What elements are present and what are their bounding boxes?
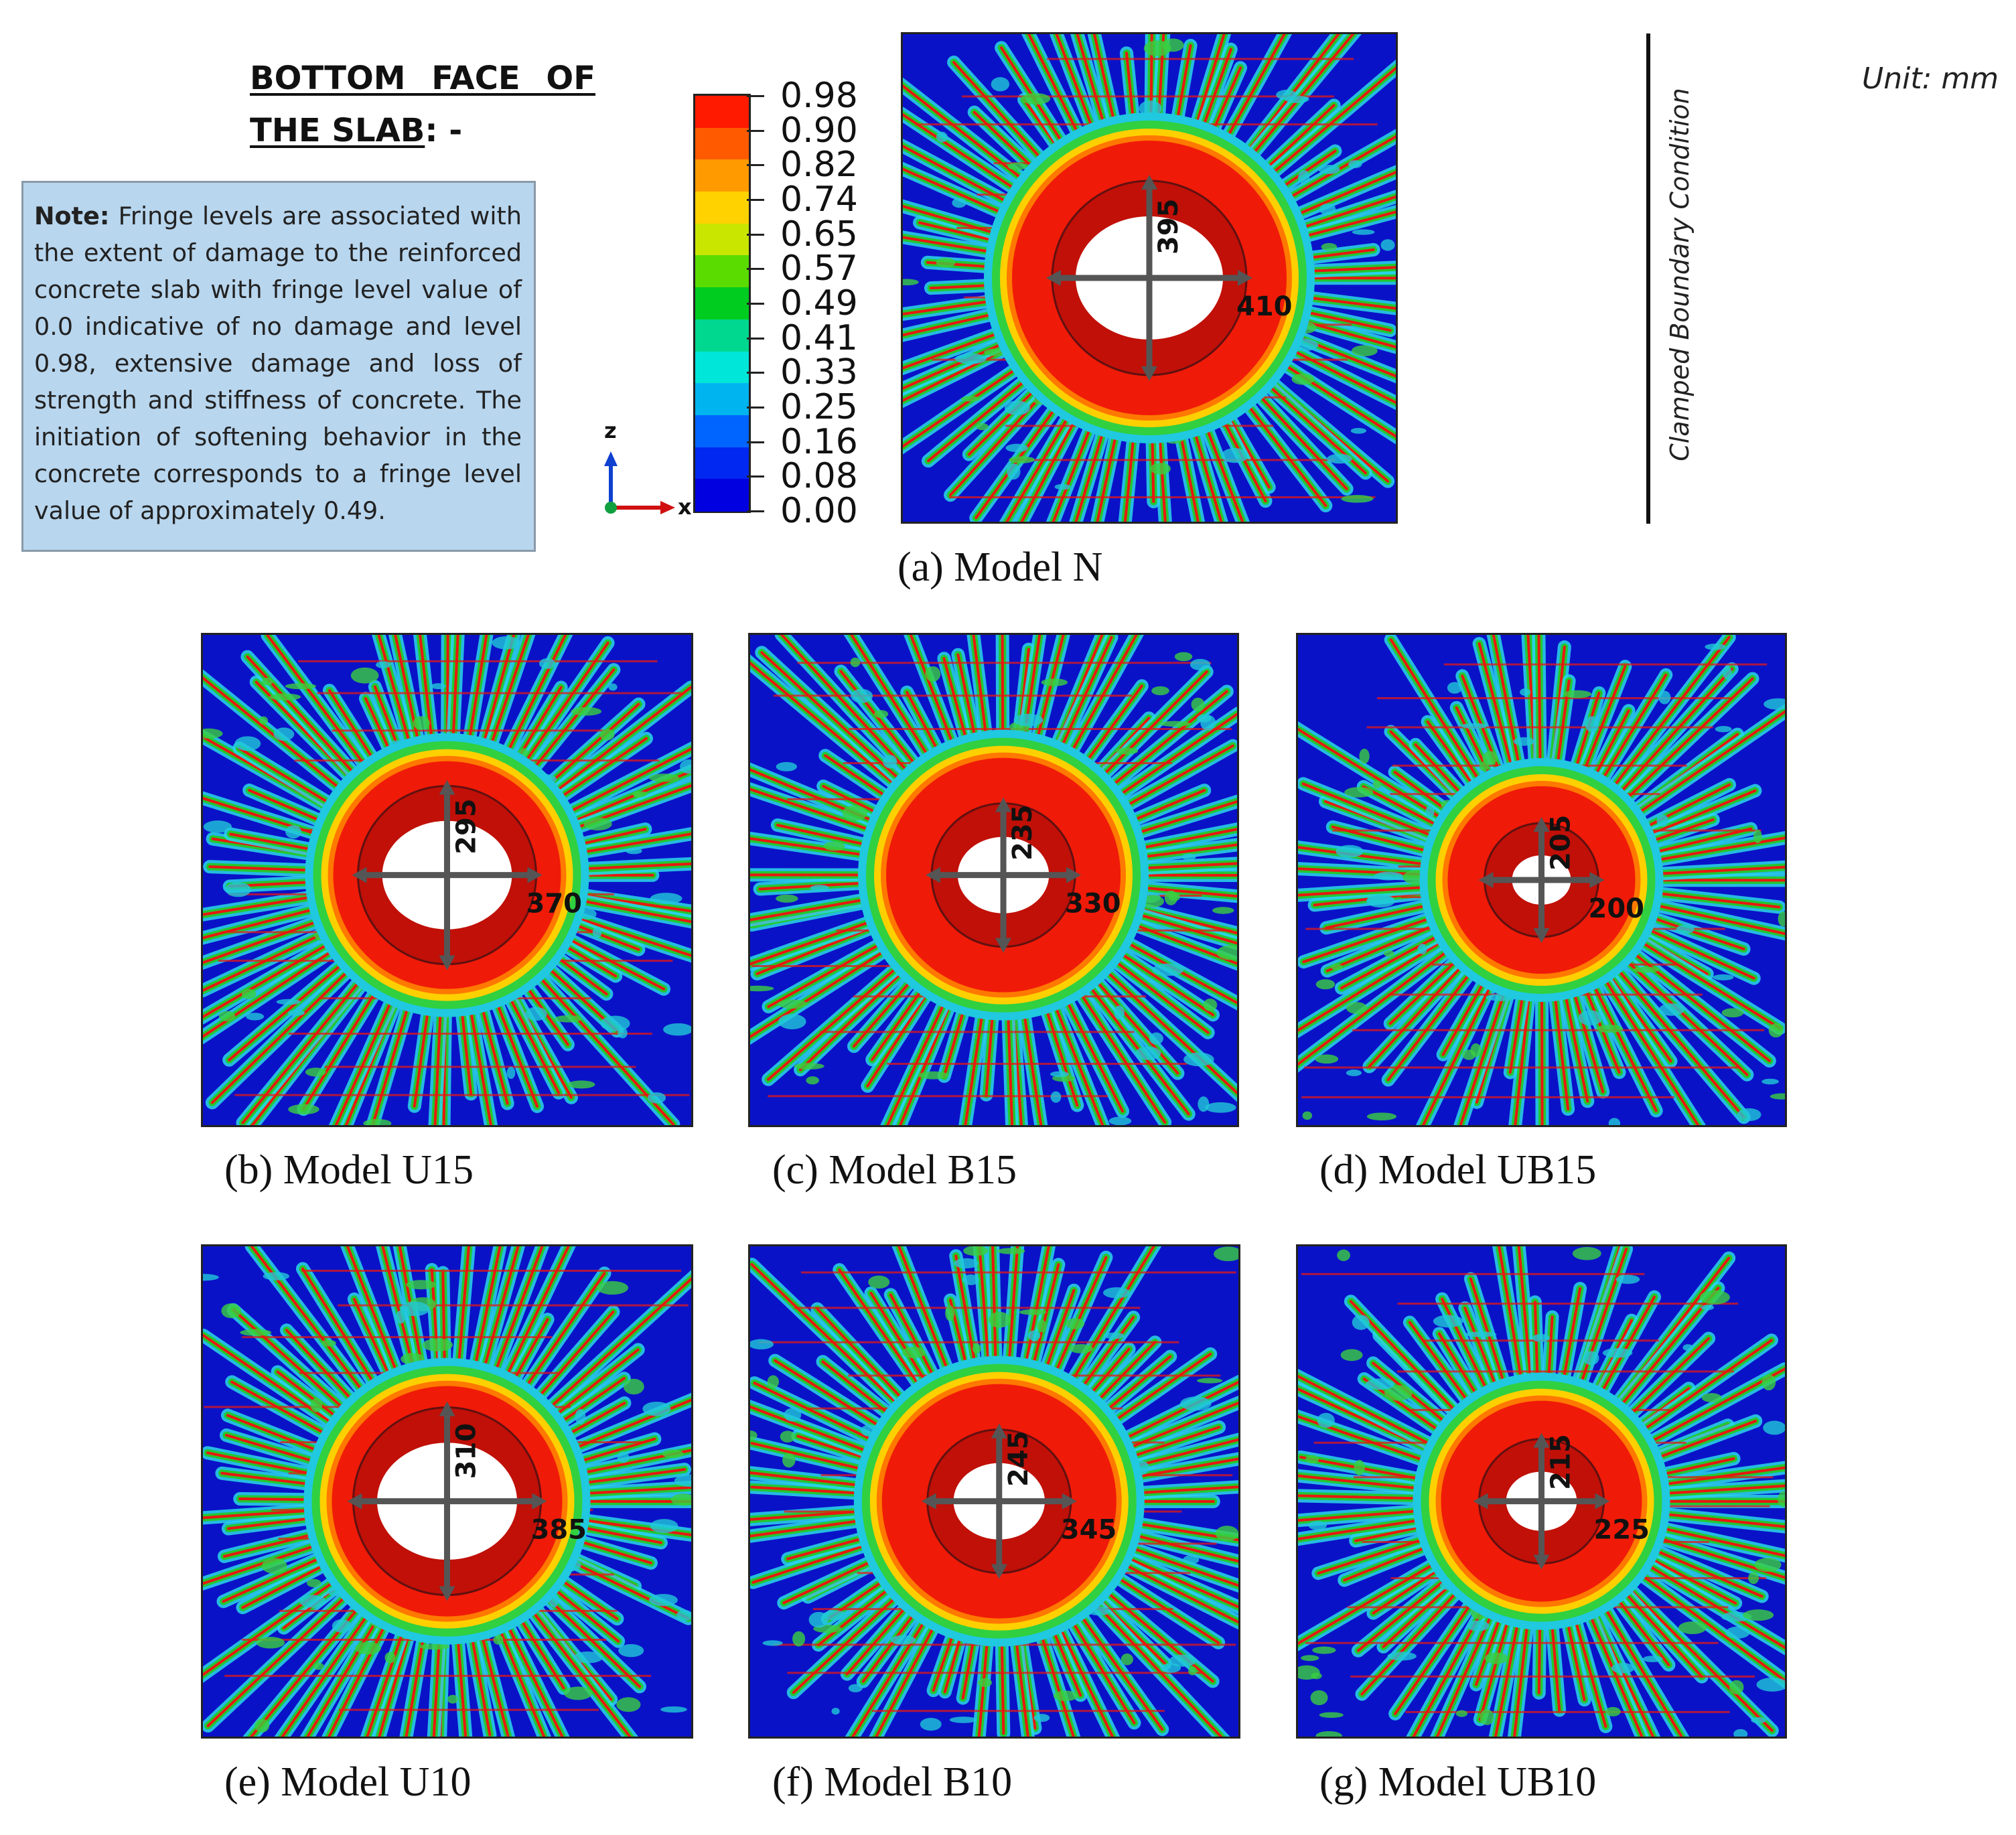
- note-box: Note: Fringe levels are associated with …: [21, 181, 536, 552]
- panel-model-ub10: 225 215: [1296, 1244, 1787, 1739]
- legend-band: [695, 96, 749, 129]
- axis-triad-icon: [604, 451, 675, 514]
- legend-band: [695, 255, 749, 289]
- legend-band: [695, 192, 749, 224]
- dimension-vertical: 245: [1003, 1430, 1034, 1487]
- heading-line-2: THE SLAB: -: [250, 104, 595, 157]
- caption-model-b10: (f) Model B10: [772, 1759, 1013, 1805]
- panel-model-ub15: 200 205: [1296, 633, 1787, 1127]
- dimension-vertical: 215: [1546, 1434, 1577, 1490]
- dimension-vertical: 235: [1007, 804, 1038, 861]
- caption-model-b15: (c) Model B15: [772, 1147, 1017, 1193]
- legend-level-label: 0.41: [780, 317, 858, 358]
- legend-tick: [747, 303, 764, 305]
- legend-band: [695, 447, 749, 480]
- legend-band: [695, 223, 749, 256]
- legend-tick: [747, 441, 764, 443]
- panel-model-u10: 385 310: [201, 1244, 693, 1739]
- legend-level-label: 0.90: [780, 110, 858, 151]
- panel-model-u15: 370 295: [201, 633, 693, 1127]
- legend-tick: [747, 407, 764, 409]
- boundary-divider: [1646, 33, 1650, 524]
- note-label: Note:: [34, 202, 110, 230]
- legend-tick: [747, 164, 764, 167]
- legend-level-label: 0.57: [780, 248, 858, 289]
- legend-band: [695, 127, 749, 161]
- legend-band: [695, 383, 749, 416]
- legend-level-label: 0.98: [780, 76, 858, 116]
- legend-tick: [747, 475, 764, 478]
- caption-model-u10: (e) Model U10: [224, 1759, 472, 1805]
- caption-model-ub10: (g) Model UB10: [1319, 1759, 1597, 1805]
- legend-band: [695, 159, 749, 193]
- dimension-horizontal: 370: [526, 889, 583, 920]
- caption-model-ub15: (d) Model UB15: [1319, 1147, 1597, 1193]
- dimension-horizontal: 225: [1594, 1515, 1650, 1546]
- unit-label: Unit: mm: [1862, 62, 1999, 96]
- legend-tick: [747, 268, 764, 271]
- x-axis-label: x: [678, 494, 692, 520]
- legend-band: [695, 319, 749, 352]
- legend-tick: [747, 199, 764, 201]
- dimension-vertical: 205: [1546, 815, 1577, 871]
- axis-triad: z x: [589, 418, 697, 522]
- dimension-horizontal: 330: [1065, 889, 1121, 920]
- legend-tick: [747, 372, 764, 374]
- legend-tick: [747, 510, 764, 512]
- dimension-horizontal: 345: [1061, 1515, 1117, 1546]
- legend-level-label: 0.33: [780, 352, 858, 393]
- dimension-vertical: 295: [451, 798, 482, 855]
- legend-level-label: 0.82: [780, 145, 858, 186]
- dimension-horizontal: 410: [1236, 291, 1293, 322]
- fringe-legend-bar: [693, 94, 751, 513]
- legend-band: [695, 415, 749, 448]
- dimension-horizontal: 385: [531, 1515, 587, 1546]
- caption-model-n: (a) Model N: [897, 544, 1103, 590]
- legend-level-label: 0.65: [780, 214, 858, 254]
- legend-level-label: 0.00: [780, 491, 858, 531]
- panel-model-b10: 345 245: [748, 1244, 1240, 1739]
- dimension-vertical: 310: [451, 1423, 482, 1479]
- legend-tick: [747, 129, 764, 132]
- legend-level-label: 0.08: [780, 456, 858, 497]
- legend-level-label: 0.49: [780, 283, 858, 323]
- caption-model-u15: (b) Model U15: [224, 1147, 474, 1193]
- dimension-horizontal: 200: [1589, 893, 1645, 924]
- legend-band: [695, 479, 749, 512]
- dimension-vertical: 395: [1153, 199, 1184, 255]
- legend-level-label: 0.74: [780, 179, 858, 220]
- legend-band: [695, 287, 749, 320]
- section-heading: BOTTOM FACE OF THE SLAB: -: [250, 52, 595, 157]
- panel-model-b15: 330 235: [748, 633, 1239, 1127]
- legend-level-label: 0.16: [780, 421, 858, 462]
- heading-underlined: THE SLAB: [250, 112, 425, 149]
- legend-level-label: 0.25: [780, 387, 858, 427]
- panel-model-n: 410 395: [901, 32, 1398, 524]
- legend-tick: [747, 95, 764, 97]
- legend-tick: [747, 337, 764, 340]
- legend-tick: [747, 233, 764, 236]
- note-text: Fringe levels are associated with the ex…: [34, 202, 522, 525]
- z-axis-label: z: [604, 418, 617, 443]
- heading-suffix: : -: [425, 112, 463, 149]
- heading-line-1: BOTTOM FACE OF: [250, 60, 596, 97]
- legend-band: [695, 351, 749, 384]
